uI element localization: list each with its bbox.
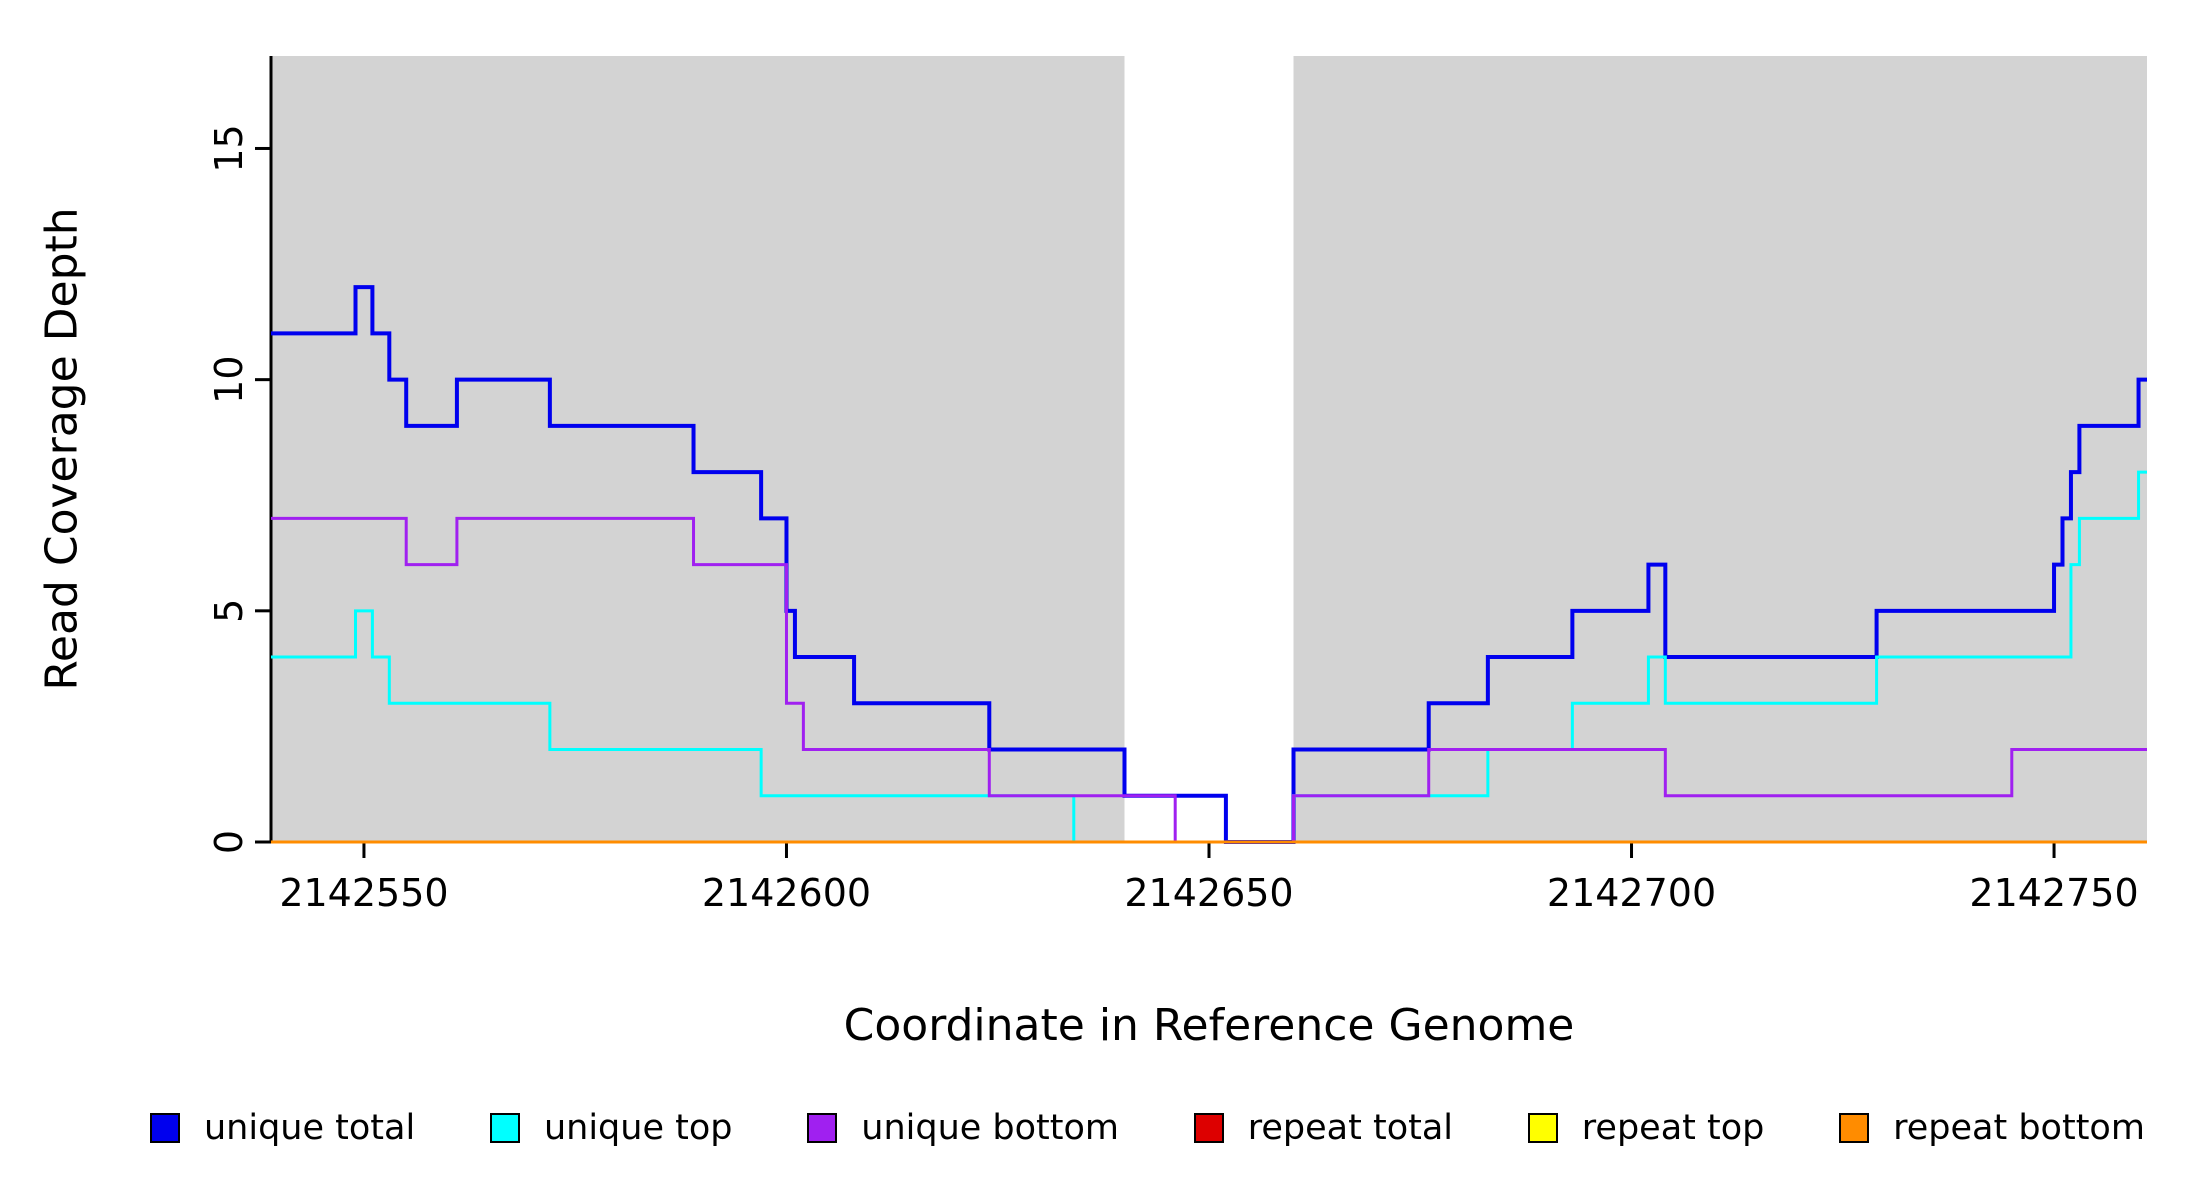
- legend-swatch-unique-total: [150, 1113, 180, 1143]
- x-tick-label: 2142550: [279, 871, 448, 915]
- legend-item-repeat-bottom: repeat bottom: [1839, 1108, 2145, 1148]
- legend-item-unique-top: unique top: [489, 1108, 733, 1148]
- x-tick-label: 2142600: [702, 871, 871, 915]
- legend-item-unique-bottom: unique bottom: [807, 1108, 1119, 1148]
- x-tick-label: 2142750: [1969, 871, 2138, 915]
- legend-label: repeat top: [1581, 1108, 1765, 1148]
- legend-label: unique bottom: [861, 1108, 1119, 1148]
- legend-label: unique total: [204, 1108, 416, 1148]
- legend-label: repeat total: [1247, 1108, 1454, 1148]
- series-unique-top: [271, 470, 2147, 844]
- legend-swatch-repeat-bottom: [1839, 1113, 1870, 1143]
- plot-area: 2142550 2142600 2142650 2142700 2142750 0 5 10 1…: [207, 56, 2147, 915]
- legend: unique total unique top unique bottom repea…: [150, 1108, 2145, 1148]
- legend-item-repeat-top: repeat top: [1527, 1108, 1765, 1148]
- y-tick-label: 10: [207, 355, 251, 403]
- y-tick-label: 0: [207, 830, 251, 854]
- shaded-region-1: [1293, 56, 2147, 842]
- legend-swatch-unique-bottom: [807, 1113, 838, 1143]
- legend-swatch-repeat-top: [1527, 1113, 1558, 1143]
- shaded-region-0: [271, 56, 1125, 842]
- x-tick-label: 2142700: [1547, 871, 1716, 915]
- x-axis-label: Coordinate in Reference Genome: [843, 1000, 1575, 1051]
- x-tick-label: 2142650: [1124, 871, 1293, 915]
- legend-swatch-repeat-total: [1193, 1113, 1224, 1143]
- legend-label: repeat bottom: [1893, 1108, 2145, 1148]
- y-tick-label: 5: [207, 599, 251, 623]
- y-axis-label: Read Coverage Depth: [36, 207, 88, 691]
- legend-item-unique-total: unique total: [150, 1108, 415, 1148]
- series-unique-bottom: [271, 516, 2147, 844]
- y-tick-label: 15: [207, 124, 251, 172]
- legend-item-repeat-total: repeat total: [1193, 1108, 1454, 1148]
- legend-swatch-unique-top: [489, 1113, 520, 1143]
- legend-label: unique top: [543, 1108, 733, 1148]
